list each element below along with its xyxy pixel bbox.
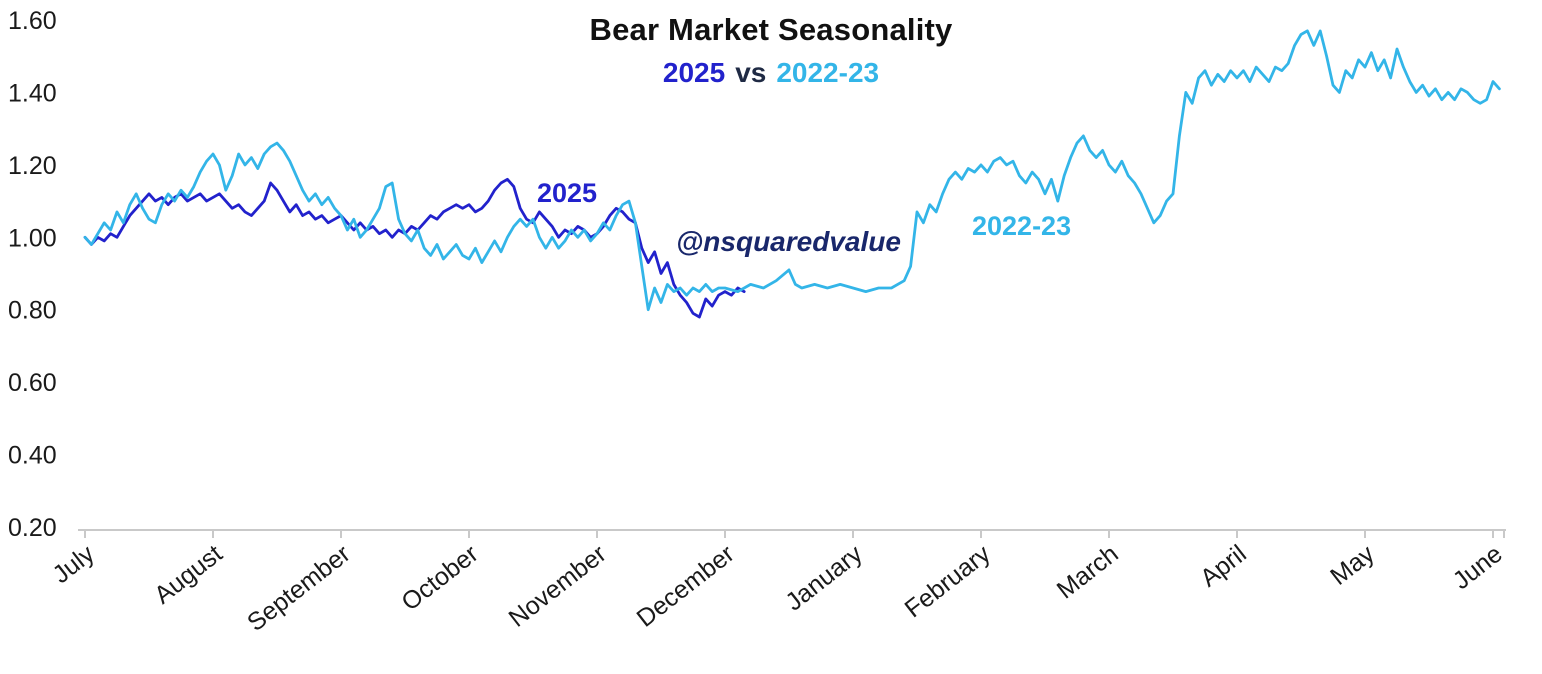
x-axis-label: October [396, 540, 483, 617]
x-axis-label: September [242, 540, 356, 637]
watermark-text: @nsquaredvalue [676, 226, 901, 257]
y-axis-label: 1.40 [8, 79, 57, 107]
x-axis-label: June [1448, 540, 1508, 595]
x-axis-label: August [149, 540, 228, 610]
subtitle-vs: vs [735, 57, 767, 88]
x-axis-label: November [504, 540, 612, 633]
y-axis-label: 1.60 [8, 7, 57, 35]
y-axis-label: 1.00 [8, 224, 57, 252]
y-axis-label: 0.40 [8, 442, 57, 470]
subtitle-2025: 2025 [662, 57, 726, 88]
series-label-2025: 2025 [537, 178, 598, 208]
series-label-2022-23: 2022-23 [972, 211, 1072, 241]
x-axis-label: January [780, 539, 868, 616]
x-axis-label: July [47, 539, 100, 589]
x-axis-label: December [632, 540, 740, 633]
chart-subtitle: 2025 vs 2022-23 [0, 57, 1542, 89]
y-axis-label: 0.20 [8, 514, 57, 542]
y-axis-label: 0.60 [8, 369, 57, 397]
y-axis-label: 0.80 [8, 297, 57, 325]
series-line-2022-23 [83, 29, 1501, 312]
y-axis-label: 1.20 [8, 152, 57, 180]
x-axis-label: May [1325, 539, 1380, 590]
chart-title: Bear Market Seasonality [589, 12, 953, 47]
x-axis-label: March [1052, 540, 1124, 605]
x-axis-label: February [900, 539, 996, 623]
subtitle-2022-23: 2022-23 [776, 57, 880, 88]
x-axis-label: April [1195, 540, 1252, 593]
